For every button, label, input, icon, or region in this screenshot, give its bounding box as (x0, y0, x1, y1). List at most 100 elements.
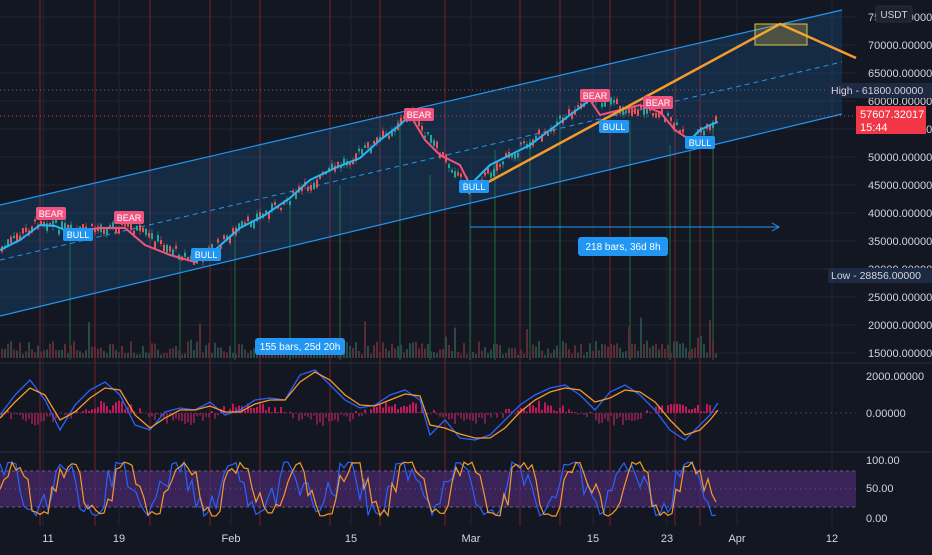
volume-bar (517, 355, 519, 358)
volume-bar (91, 347, 93, 358)
volume-bar (97, 349, 99, 358)
macd-bar (412, 402, 414, 413)
macd-bar (469, 413, 471, 420)
volume-bar (559, 349, 561, 358)
macd-bar (10, 413, 12, 419)
macd-bar (46, 413, 48, 416)
volume-bar (481, 351, 483, 358)
bull-label: BULL (459, 180, 489, 193)
macd-bar (310, 413, 312, 419)
macd-bar (325, 413, 327, 417)
svg-text:155 bars, 25d 20h: 155 bars, 25d 20h (260, 342, 341, 353)
macd-bar (139, 408, 141, 413)
macd-bar (646, 410, 648, 413)
svg-text:Apr: Apr (728, 533, 745, 545)
volume-bar (196, 342, 198, 358)
macd-bar (604, 413, 606, 419)
macd-bar (484, 413, 486, 424)
macd-bar (340, 413, 342, 415)
volume-bar (67, 353, 69, 358)
macd-bar (673, 404, 675, 413)
volume-bar (58, 350, 60, 358)
target-zone-box[interactable] (755, 24, 807, 45)
macd-bar (409, 404, 411, 413)
macd-bar (649, 412, 651, 413)
svg-text:218 bars, 36d 8h: 218 bars, 36d 8h (585, 242, 660, 253)
volume-bar (211, 353, 213, 358)
svg-text:15: 15 (587, 533, 599, 545)
macd-bar (700, 411, 702, 413)
macd-bar (550, 406, 552, 413)
macd-bar (370, 409, 372, 413)
low-marker: Low - 28856.00000 (828, 268, 932, 283)
macd-bar (640, 413, 642, 419)
volume-bar (160, 355, 162, 358)
svg-text:BULL: BULL (463, 182, 486, 192)
volume-bar (154, 344, 156, 358)
measure-label-2[interactable]: 218 bars, 36d 8h (578, 237, 668, 256)
svg-text:BULL: BULL (67, 230, 90, 240)
volume-bar (541, 351, 543, 358)
macd-bar (202, 413, 204, 421)
volume-bar (418, 348, 420, 358)
macd-bar (415, 403, 417, 413)
svg-text:50000.00000: 50000.00000 (868, 152, 932, 164)
volume-bar (487, 353, 489, 358)
macd-bar (196, 413, 198, 416)
volume-bar (706, 353, 708, 358)
macd-bar (13, 413, 15, 414)
volume-bar (64, 344, 66, 358)
volume-bar (628, 326, 630, 358)
macd-bar (205, 413, 207, 417)
macd-bar (568, 409, 570, 413)
volume-bar (403, 352, 405, 358)
volume-bar (34, 352, 36, 358)
macd-bar (562, 405, 564, 413)
macd-bar (616, 413, 618, 419)
svg-text:0.00: 0.00 (866, 513, 887, 525)
macd-bar (115, 402, 117, 413)
volume-bar (454, 328, 456, 358)
macd-bar (109, 410, 111, 413)
macd-bar (277, 412, 279, 413)
macd-bar (436, 413, 438, 414)
volume-bar (385, 349, 387, 358)
volume-bar (496, 344, 498, 358)
svg-text:BEAR: BEAR (407, 110, 432, 120)
bull-label: BULL (685, 136, 715, 149)
volume-bar (436, 353, 438, 358)
volume-bar (151, 343, 153, 358)
measure-label-1[interactable]: 155 bars, 25d 20h (255, 338, 345, 355)
volume-bar (253, 348, 255, 358)
volume-bar (49, 344, 51, 358)
macd-bar (175, 413, 177, 419)
macd-bar (418, 412, 420, 413)
macd-bar (289, 412, 291, 413)
macd-bar (28, 413, 30, 419)
macd-bar (322, 413, 324, 426)
volume-bar (715, 353, 717, 358)
volume-bar (520, 349, 522, 358)
volume-bar (4, 349, 6, 358)
volume-bar (118, 352, 120, 358)
svg-text:15:44: 15:44 (860, 122, 888, 134)
svg-text:High - 61800.00000: High - 61800.00000 (831, 85, 923, 97)
volume-bar (610, 344, 612, 358)
volume-bar (226, 353, 228, 358)
volume-bar (37, 346, 39, 358)
volume-bar (631, 344, 633, 358)
volume-bar (241, 344, 243, 358)
currency-badge[interactable]: USDT (876, 6, 912, 22)
volume-bar (589, 343, 591, 358)
macd-bar (388, 406, 390, 413)
macd-bar (103, 403, 105, 413)
volume-bar (202, 352, 204, 358)
macd-bar (211, 411, 213, 413)
macd-bar (457, 413, 459, 415)
volume-bar (142, 346, 144, 358)
macd-bar (307, 413, 309, 417)
volume-bar (649, 348, 651, 358)
macd-bar (403, 406, 405, 413)
volume-bar (511, 348, 513, 358)
